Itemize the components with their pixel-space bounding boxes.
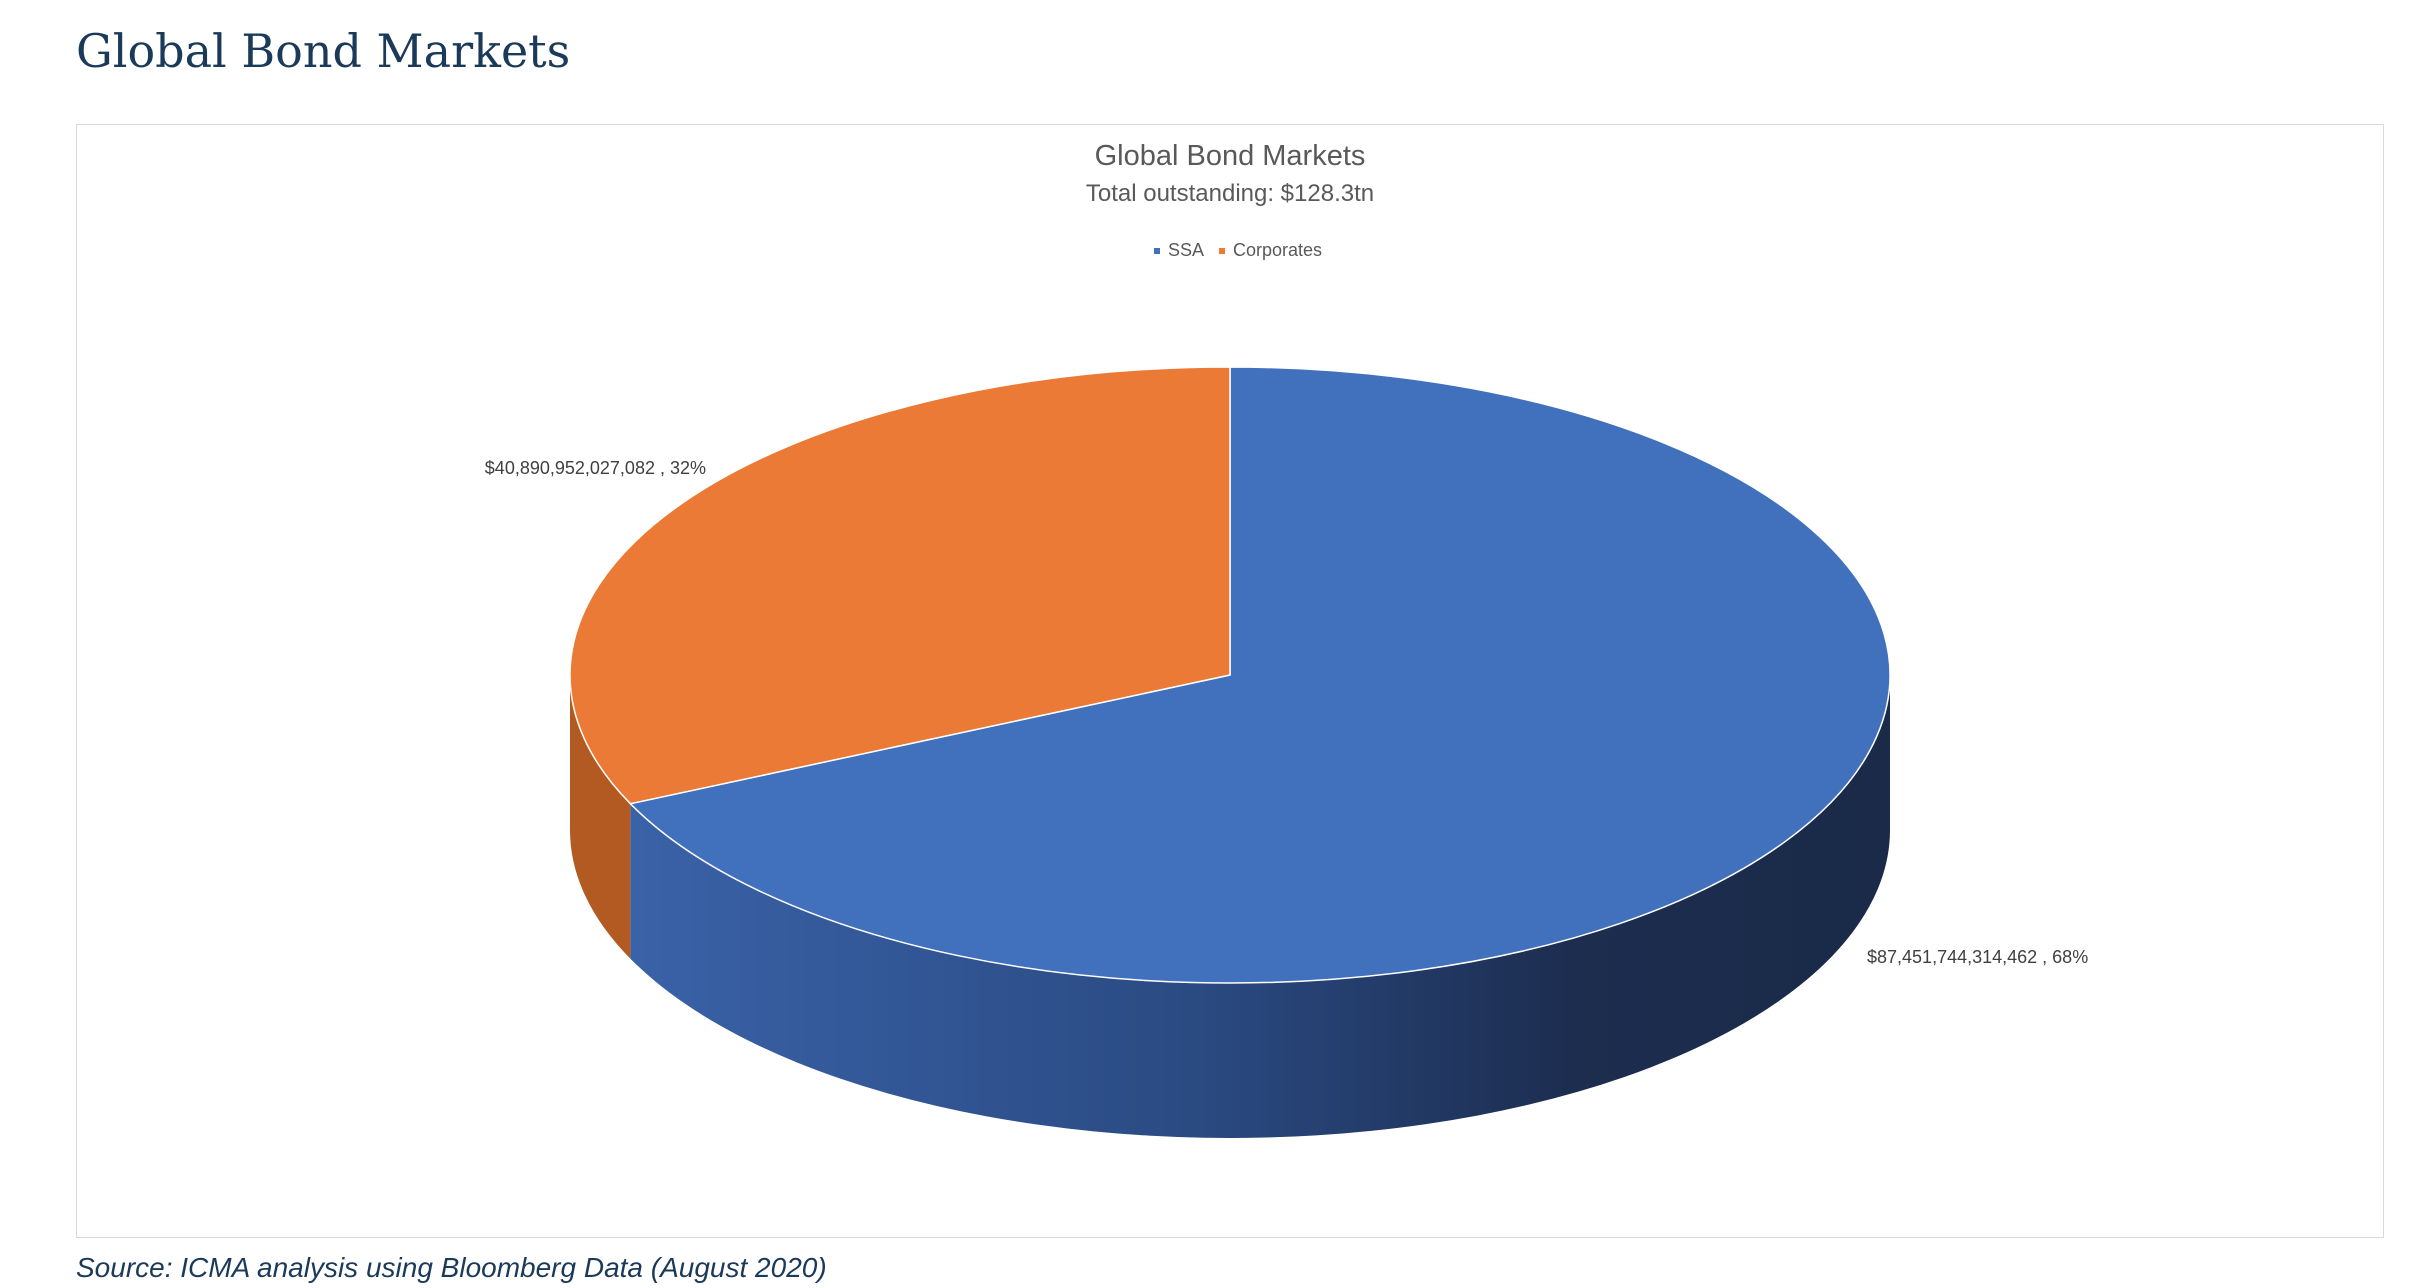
pie-sides bbox=[570, 675, 1890, 1138]
pie-side-corporates bbox=[570, 675, 631, 959]
data-labels: $87,451,744,314,462 , 68% $40,890,952,027… bbox=[485, 458, 2088, 967]
pie-side-ssa bbox=[630, 675, 1890, 1138]
page-title: Global Bond Markets bbox=[76, 24, 571, 78]
chart-legend: SSA Corporates bbox=[1154, 240, 1322, 260]
data-label-ssa: $87,451,744,314,462 , 68% bbox=[1867, 947, 2088, 967]
pie-chart: Global Bond Markets Total outstanding: $… bbox=[485, 140, 2088, 1138]
legend-swatch-corporates bbox=[1219, 248, 1225, 254]
legend-swatch-ssa bbox=[1154, 248, 1160, 254]
chart-subtitle: Total outstanding: $128.3tn bbox=[1086, 180, 1374, 207]
pie-slice-corporates bbox=[569, 366, 1231, 805]
source-note: Source: ICMA analysis using Bloomberg Da… bbox=[76, 1252, 827, 1283]
chart-title: Global Bond Markets bbox=[1095, 140, 1366, 172]
pie-tops bbox=[569, 366, 1891, 984]
chart-container: Global Bond Markets Total outstanding: $… bbox=[76, 124, 2384, 1238]
legend-label-corporates: Corporates bbox=[1233, 240, 1322, 260]
data-label-corporates: $40,890,952,027,082 , 32% bbox=[485, 458, 706, 478]
pie-slice-ssa bbox=[629, 366, 1891, 984]
legend-label-ssa: SSA bbox=[1168, 240, 1204, 260]
